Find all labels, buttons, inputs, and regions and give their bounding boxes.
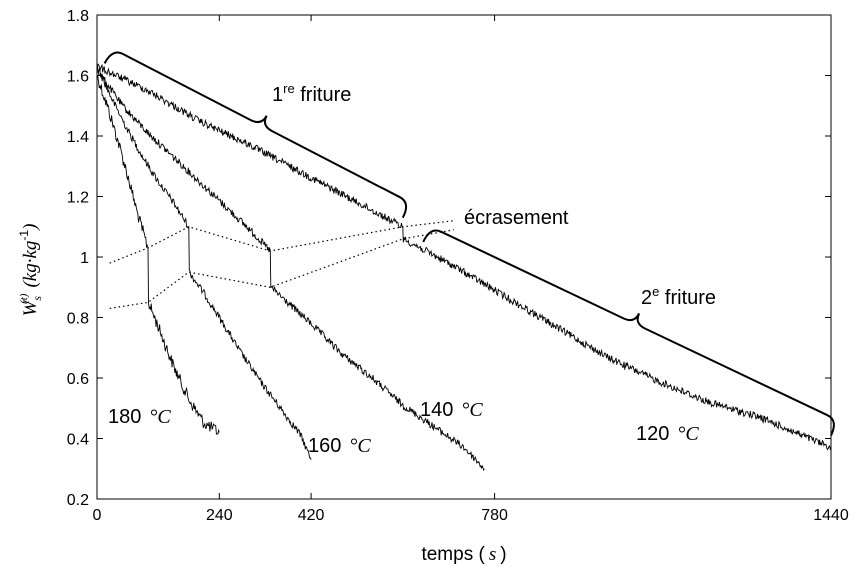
y-axis-title-w: W (20, 298, 41, 316)
y-axis-title-sup: (t) (18, 293, 30, 304)
label-140c: 140 °C (420, 399, 483, 421)
y-tick-label-5: 1.2 (67, 190, 89, 207)
label-180c-unit: °C (149, 406, 171, 428)
axis-ticks (96, 14, 832, 500)
series-140c-line (96, 70, 485, 472)
label-140c-unit: °C (461, 399, 483, 421)
y-tick-label-4: 1 (80, 250, 89, 267)
y-axis-title-unit-sup: -1 (17, 230, 31, 241)
y-axis-title-close: ) (20, 224, 41, 231)
y-tick-label-0: 0.2 (67, 492, 89, 509)
series-curves (96, 63, 832, 472)
y-axis-title-sub: s (30, 296, 44, 301)
x-axis-title-prefix: temps ( (421, 544, 485, 565)
x-tick-label-2: 420 (298, 507, 325, 524)
y-axis-title: Ws(t) (kg·kg-1) (17, 224, 44, 317)
friture1-num: 1 (272, 84, 283, 106)
axis-tick-labels: 0 240 420 780 1440 0.2 0.4 0.6 0.8 1 1.2 1.4 1.6 1.8 (67, 8, 849, 524)
friture2-sup: e (652, 284, 659, 299)
x-axis-title-unit: s (489, 544, 496, 565)
brace-friture2 (422, 229, 835, 436)
plot-frame (96, 14, 832, 500)
friture1-label: 1re friture (272, 81, 351, 106)
label-160c-unit: °C (349, 435, 371, 457)
friture-braces (103, 51, 835, 436)
label-120c: 120 °C (636, 423, 699, 445)
label-120c-unit: °C (677, 423, 699, 445)
series-180c-line (96, 75, 220, 435)
y-tick-label-7: 1.6 (67, 69, 89, 86)
guide-upper (109, 220, 454, 264)
ecrasement-label: écrasement (464, 207, 569, 229)
x-tick-label-3: 780 (481, 507, 508, 524)
series-160c-line (96, 64, 312, 460)
friture2-num: 2 (641, 287, 652, 309)
label-120c-num: 120 (636, 423, 669, 445)
guide-lower (109, 229, 454, 309)
friture1-sup: re (283, 81, 295, 96)
ecrasement-guide-lines (109, 220, 454, 309)
friture2-text: friture (659, 287, 716, 309)
label-180c-num: 180 (108, 406, 141, 428)
y-tick-label-1: 0.4 (67, 432, 89, 449)
y-tick-label-3: 0.8 (67, 311, 89, 328)
y-axis-title-unit: (kg·kg (20, 241, 41, 288)
x-axis-title-suffix: ) (500, 544, 506, 565)
brace-friture1 (103, 51, 408, 219)
label-160c-num: 160 (308, 435, 341, 457)
y-tick-label-8: 1.8 (67, 8, 89, 25)
label-160c: 160 °C (308, 435, 371, 457)
x-tick-label-4: 1440 (813, 507, 849, 524)
x-tick-label-1: 240 (206, 507, 233, 524)
friture1-text: friture (295, 84, 352, 106)
y-tick-label-2: 0.6 (67, 371, 89, 388)
label-140c-num: 140 (420, 399, 453, 421)
y-tick-label-6: 1.4 (67, 129, 89, 146)
label-180c: 180 °C (108, 406, 171, 428)
x-axis-title: temps (s) (421, 544, 506, 565)
series-120c-line (96, 63, 832, 451)
friture2-label: 2e friture (641, 284, 716, 309)
x-tick-label-0: 0 (93, 507, 102, 524)
